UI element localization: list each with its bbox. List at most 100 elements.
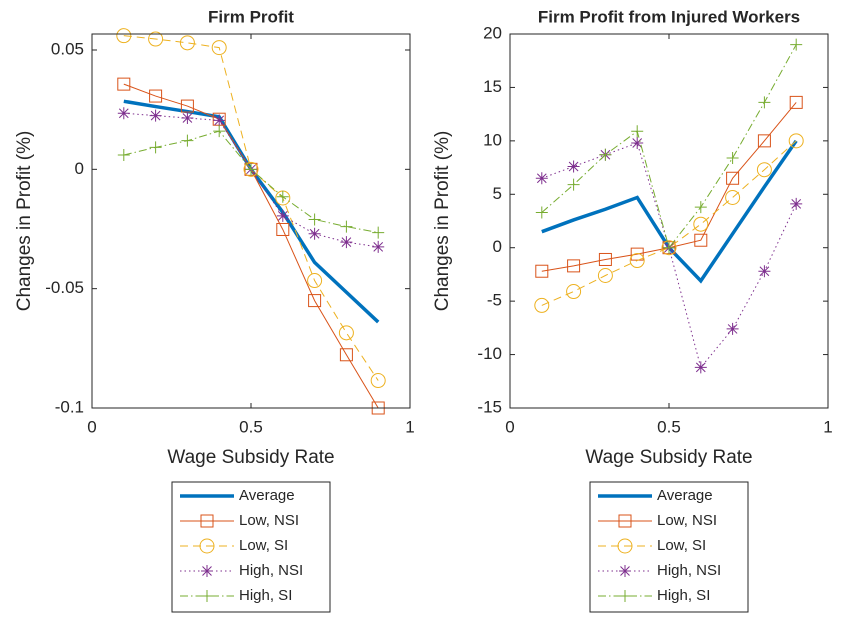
legend-box xyxy=(589,481,749,613)
marker xyxy=(213,125,226,138)
marker xyxy=(534,297,550,313)
marker xyxy=(597,267,613,283)
marker xyxy=(617,538,633,554)
legend-label: Low, NSI xyxy=(657,512,717,529)
marker xyxy=(340,236,353,249)
legend-label: Average xyxy=(239,487,295,504)
marker xyxy=(631,136,644,149)
y-tick-label: -15 xyxy=(477,397,502,416)
marker xyxy=(148,31,164,47)
chart-title: Firm Profit from Injured Workers xyxy=(538,7,800,26)
marker xyxy=(757,134,771,148)
marker xyxy=(693,216,709,232)
y-tick-label: -0.05 xyxy=(45,278,84,297)
marker xyxy=(339,348,353,362)
marker xyxy=(201,590,213,602)
marker xyxy=(245,163,257,176)
marker xyxy=(567,160,580,173)
marker xyxy=(788,133,804,149)
y-tick-label: -5 xyxy=(487,291,502,310)
marker xyxy=(726,322,739,335)
x-tick-label: 1 xyxy=(405,417,414,436)
legend-box xyxy=(171,481,331,613)
marker xyxy=(535,206,548,219)
marker xyxy=(201,565,213,577)
marker xyxy=(598,252,612,266)
marker xyxy=(276,209,289,222)
marker xyxy=(276,222,290,236)
y-tick-label: 0 xyxy=(75,159,84,178)
marker xyxy=(307,273,323,289)
marker xyxy=(117,77,131,91)
marker xyxy=(567,259,581,273)
marker xyxy=(338,325,354,341)
marker xyxy=(619,590,631,602)
y-tick-label: -10 xyxy=(477,344,502,363)
marker xyxy=(276,190,289,203)
series-line xyxy=(541,140,797,306)
marker xyxy=(790,197,803,210)
y-tick-label: 0.05 xyxy=(51,39,84,58)
marker xyxy=(726,171,740,185)
marker xyxy=(211,40,227,56)
legend-label: Low, SI xyxy=(657,537,706,554)
y-tick-label: 5 xyxy=(493,184,502,203)
marker xyxy=(663,241,675,254)
series-line xyxy=(541,142,797,369)
marker xyxy=(599,148,612,161)
y-tick-label: 15 xyxy=(483,77,502,96)
marker xyxy=(694,201,707,214)
marker xyxy=(117,107,130,120)
marker xyxy=(726,151,739,164)
plot-area xyxy=(510,34,828,408)
marker xyxy=(149,141,162,154)
marker xyxy=(618,514,632,528)
y-axis-label: Changes in Profit (%) xyxy=(14,131,35,312)
marker xyxy=(629,253,645,269)
marker xyxy=(567,178,580,191)
marker xyxy=(117,149,130,162)
chart-title: Firm Profit xyxy=(208,7,294,26)
marker xyxy=(149,109,162,122)
legend-label: High, SI xyxy=(239,587,292,604)
marker xyxy=(308,213,321,226)
marker xyxy=(725,189,741,205)
legend-label: High, SI xyxy=(657,587,710,604)
legend-label: Average xyxy=(657,487,713,504)
legend-label: High, NSI xyxy=(657,562,721,579)
legend-label: Low, NSI xyxy=(239,512,299,529)
y-axis-label: Changes in Profit (%) xyxy=(432,131,453,312)
marker xyxy=(200,514,214,528)
marker xyxy=(213,114,226,127)
series-line xyxy=(541,44,797,249)
marker xyxy=(661,240,677,256)
marker xyxy=(631,125,644,138)
y-tick-label: 10 xyxy=(483,130,502,149)
x-axis-label: Wage Subsidy Rate xyxy=(585,447,752,468)
series-line xyxy=(123,130,379,234)
marker xyxy=(535,264,549,278)
marker xyxy=(181,112,194,125)
marker xyxy=(179,35,195,51)
marker xyxy=(340,220,353,233)
x-tick-label: 0 xyxy=(505,417,514,436)
legend-label: High, NSI xyxy=(239,562,303,579)
legend-label: Low, SI xyxy=(239,537,288,554)
x-tick-label: 0 xyxy=(87,417,96,436)
y-tick-label: 20 xyxy=(483,23,502,42)
x-tick-label: 0.5 xyxy=(239,417,263,436)
marker xyxy=(308,227,321,240)
marker xyxy=(308,294,322,308)
marker xyxy=(758,265,771,278)
marker xyxy=(243,161,259,177)
plot-area xyxy=(92,34,410,408)
marker xyxy=(694,361,707,374)
marker xyxy=(758,96,771,109)
marker xyxy=(790,38,803,51)
y-tick-label: 0 xyxy=(493,237,502,256)
marker xyxy=(149,89,163,103)
marker xyxy=(199,538,215,554)
marker xyxy=(116,28,132,44)
axes-box xyxy=(509,33,829,409)
